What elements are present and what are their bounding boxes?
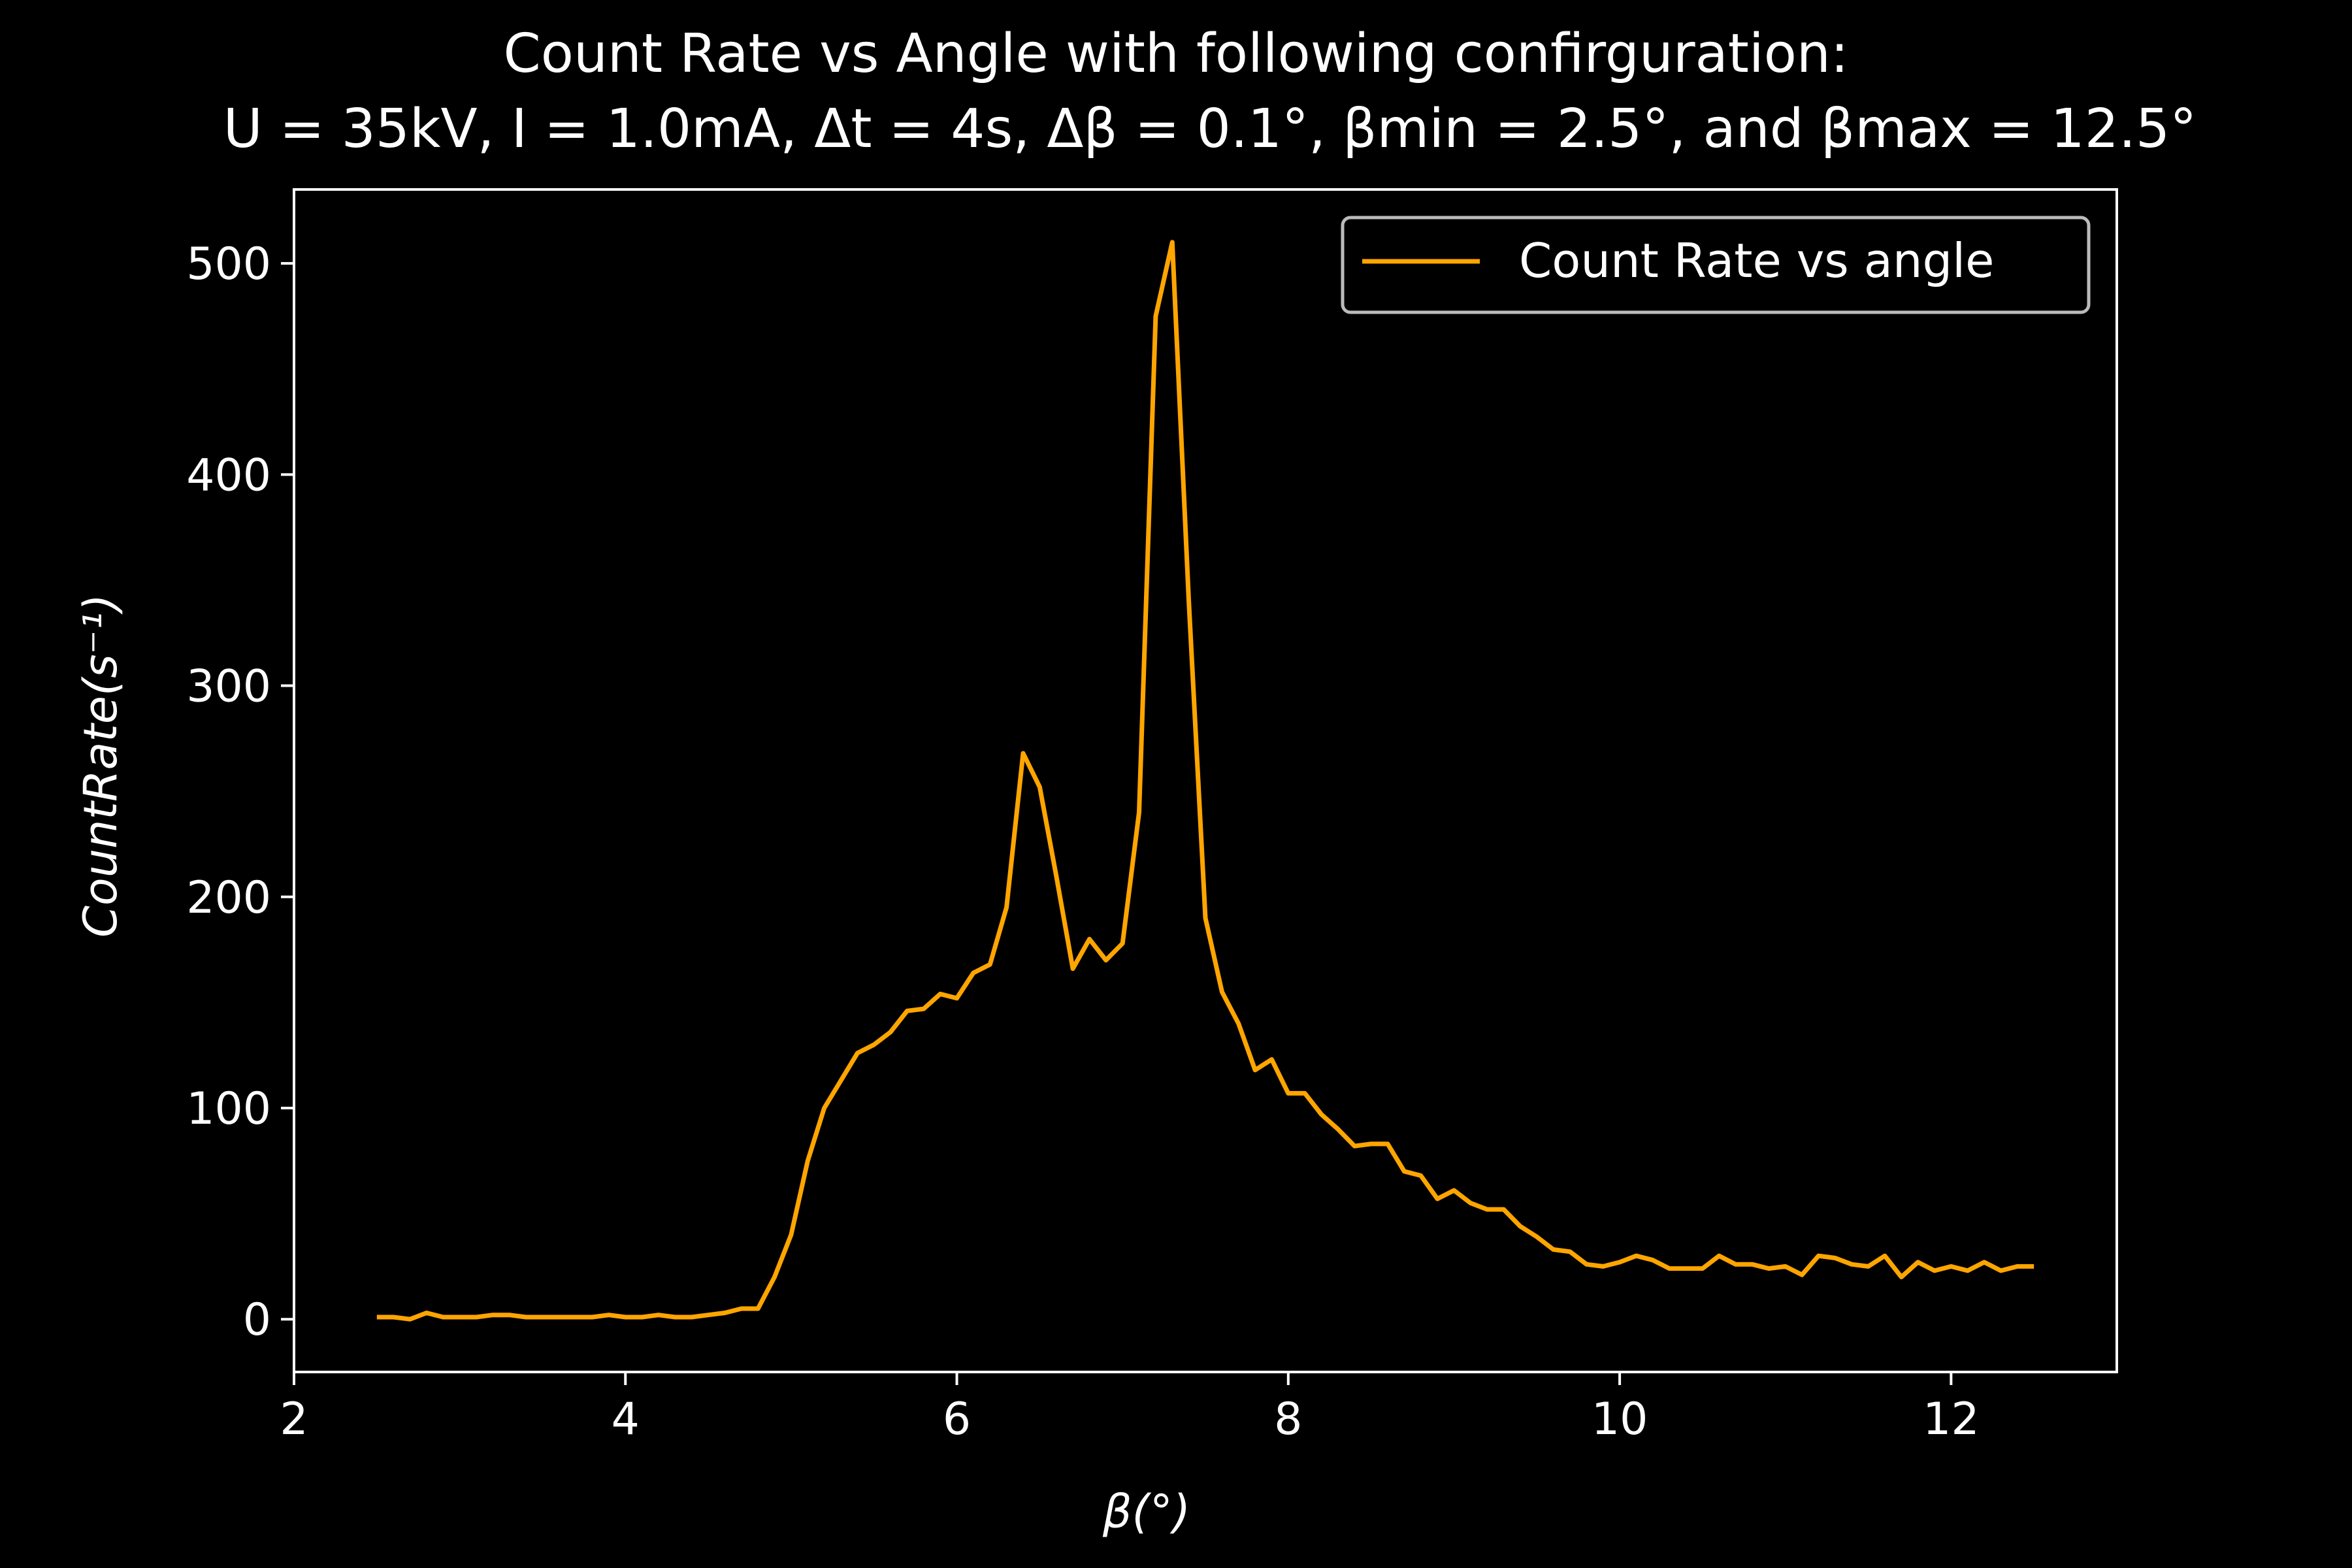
- y-axis-ticks: 0 100 200 300 400 500: [186, 238, 294, 1346]
- series-line-count-rate: [376, 240, 2034, 1322]
- chart-title-line-2: U = 35kV, I = 1.0mA, Δt = 4s, Δβ = 0.1°,…: [223, 98, 2197, 160]
- x-axis-ticks: 2 4 6 8 10 12: [280, 1372, 1980, 1445]
- x-tick-label: 12: [1923, 1394, 1980, 1445]
- legend: Count Rate vs angle: [1341, 216, 2091, 314]
- axes-frame: [293, 188, 2118, 1373]
- x-tick-label: 10: [1592, 1394, 1648, 1445]
- x-tick-label: 2: [280, 1394, 308, 1445]
- axes-background: [294, 189, 2117, 1372]
- plot-area: [293, 188, 2118, 1373]
- y-tick-label: 100: [186, 1083, 271, 1135]
- y-axis-label: CountRate(s⁻¹): [74, 594, 127, 938]
- y-tick-label: 200: [186, 872, 271, 924]
- y-tick-label: 0: [243, 1294, 271, 1346]
- y-tick-label: 500: [186, 238, 271, 290]
- x-tick-label: 6: [943, 1394, 971, 1445]
- x-tick-label: 4: [612, 1394, 640, 1445]
- legend-box: [1341, 216, 2091, 314]
- x-axis-label: β(°): [1102, 1485, 1190, 1539]
- x-tick-label: 8: [1274, 1394, 1302, 1445]
- y-tick-label: 300: [186, 661, 271, 713]
- chart-title-line-1: Count Rate vs Angle with following confi…: [504, 23, 1849, 85]
- legend-label: Count Rate vs angle: [1519, 233, 1994, 288]
- y-tick-label: 400: [186, 449, 271, 501]
